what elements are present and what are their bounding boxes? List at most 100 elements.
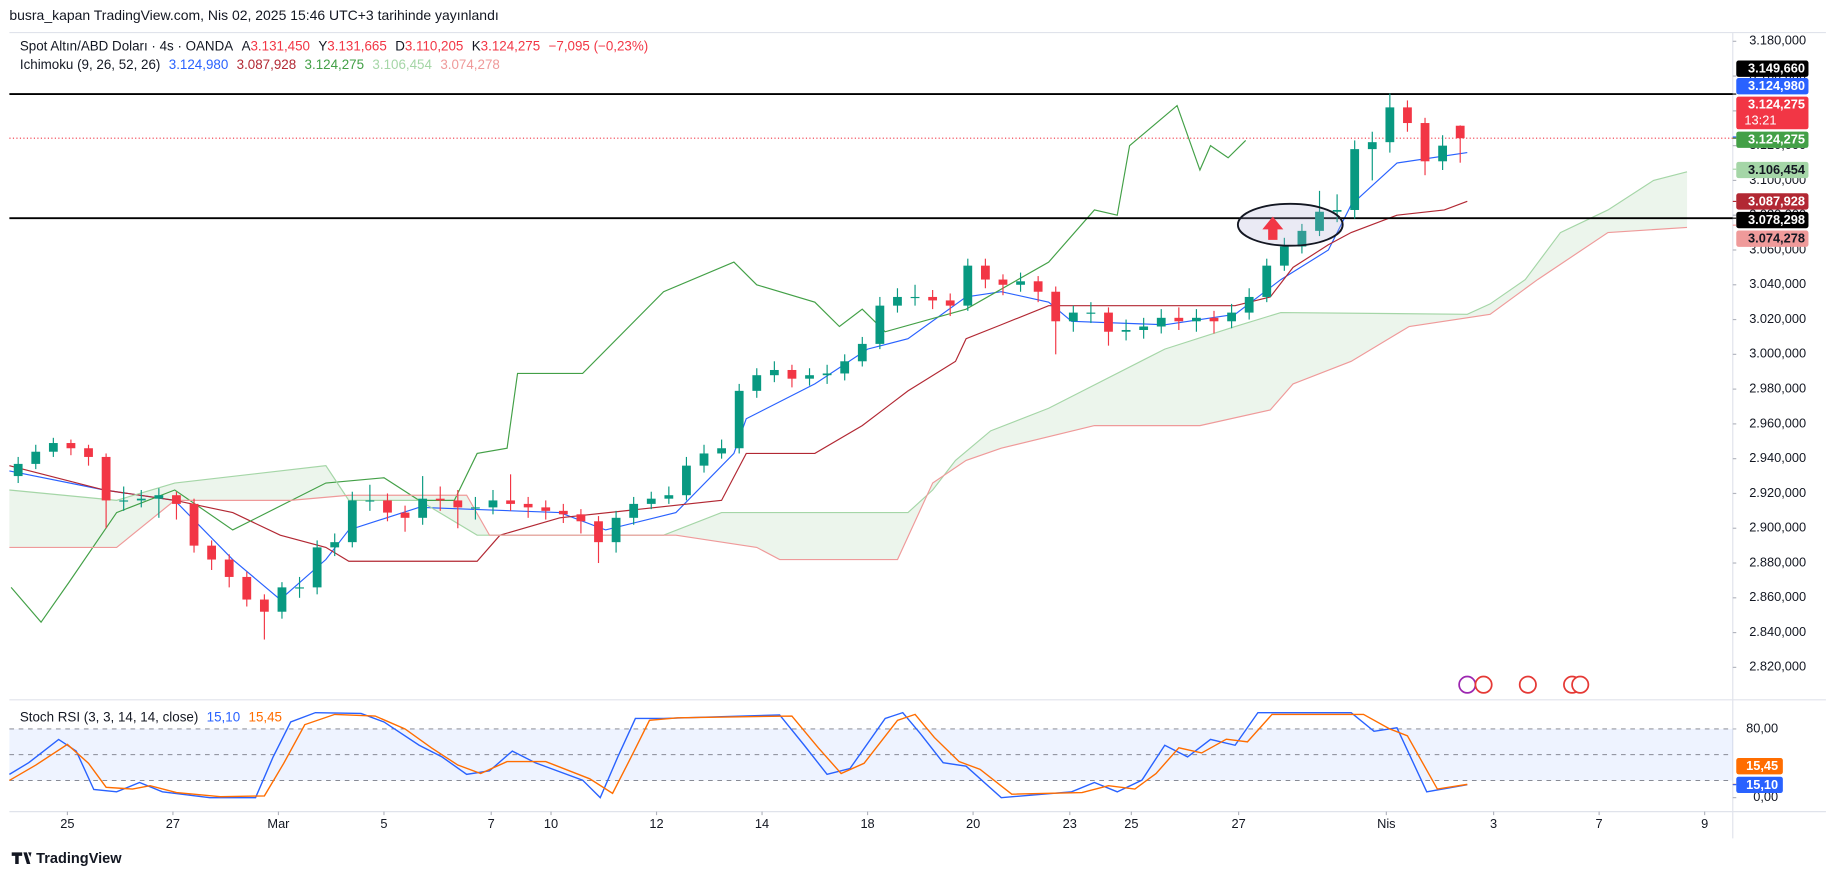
y-tick-label: 3.000,000 — [1749, 346, 1806, 361]
candle-body — [629, 503, 639, 518]
candle-body — [1297, 230, 1307, 247]
candle-body — [471, 507, 480, 509]
y-tick-label: 2.820,000 — [1749, 659, 1806, 674]
arrow-head — [1262, 216, 1284, 230]
y-tick-label: 2.920,000 — [1749, 485, 1806, 500]
candle-body — [1438, 145, 1448, 162]
candle-body — [963, 265, 973, 306]
y-tick-label: 2.860,000 — [1749, 589, 1806, 604]
ohlc-key: D — [395, 38, 405, 53]
x-tick-label: 3 — [1490, 816, 1497, 831]
candle-body — [1350, 149, 1360, 210]
candle-body — [998, 279, 1008, 285]
candle-body — [928, 296, 938, 301]
candle-body — [330, 542, 340, 548]
candle-body — [84, 448, 93, 457]
value-label: 15,10 — [1746, 777, 1778, 792]
indicator-legend: Ichimoku (9, 26, 52, 26) 3.124,980 3.087… — [20, 57, 500, 72]
candle-body — [664, 495, 674, 499]
event-icon — [1474, 675, 1493, 694]
candle-body — [857, 343, 867, 362]
event-icon — [1518, 675, 1537, 694]
value-box — [1736, 776, 1783, 793]
arrow-drawing — [1262, 216, 1284, 240]
candle-body — [1332, 209, 1342, 212]
candle-body — [1279, 246, 1289, 266]
x-tick-label: 7 — [1596, 816, 1603, 831]
candle-body — [1367, 142, 1377, 150]
brand-logo: TradingView — [11, 851, 122, 867]
x-tick-label: 10 — [544, 816, 558, 831]
indicator-value: 3.124,275 — [305, 57, 365, 72]
ohlc-value: 3.110,205 — [405, 38, 464, 53]
indicator-line — [9, 171, 1688, 536]
candle-body — [875, 305, 885, 344]
y-tick-label: 80,00 — [1746, 720, 1778, 735]
ohlc-key: K — [472, 38, 481, 53]
candle-body — [172, 495, 181, 504]
indicator-value: 3.074,278 — [440, 57, 500, 72]
event-icons — [1458, 675, 1590, 694]
ellipse-drawing — [1236, 202, 1344, 247]
indicator-value: 3.106,454 — [372, 57, 432, 72]
candle-body — [136, 498, 146, 501]
price-label-box — [1736, 96, 1809, 130]
price-label-box — [1736, 131, 1809, 148]
ohlc-value: 3.131,450 — [250, 38, 310, 53]
candle-body — [699, 453, 709, 466]
candle-body — [1086, 312, 1096, 314]
candle-body — [453, 500, 463, 508]
arrow-shaft — [1268, 228, 1278, 240]
candle-body — [822, 373, 832, 376]
x-tick-label: 27 — [1232, 816, 1246, 831]
candle-body — [769, 369, 779, 376]
x-tick-label: 23 — [1063, 816, 1077, 831]
candle-body — [910, 296, 920, 299]
candle-body — [277, 587, 287, 612]
candle-body — [1385, 107, 1395, 143]
candle-body — [400, 512, 410, 518]
candle-body — [576, 514, 586, 522]
candle-body — [1455, 125, 1465, 139]
candle-body — [488, 500, 498, 508]
stoch-value: 15,45 — [249, 709, 282, 724]
value-label: 15,45 — [1746, 758, 1778, 773]
x-tick-label: Mar — [267, 816, 290, 831]
indicator-title: Ichimoku (9, 26, 52, 26) — [20, 57, 161, 72]
countdown: 13:21 — [1744, 112, 1776, 127]
candle-body — [224, 559, 234, 577]
indicator-line — [9, 200, 1468, 562]
candle-body — [682, 465, 691, 496]
candle-body — [1016, 281, 1025, 285]
y-tick-label: 2.960,000 — [1749, 415, 1806, 430]
brand-name: TradingView — [36, 851, 122, 867]
candle-body — [435, 498, 445, 501]
ohlc-key: A — [242, 38, 251, 53]
candle-body — [611, 517, 621, 543]
candle-body — [523, 503, 533, 508]
price-label-box — [1736, 230, 1809, 247]
price-label-box — [1736, 211, 1809, 229]
stoch-value: 15,10 — [207, 709, 240, 724]
candle-body — [980, 265, 990, 280]
candle-body — [805, 375, 814, 379]
candle-body — [594, 521, 603, 543]
candle-body — [558, 510, 568, 515]
candle-body — [207, 545, 217, 560]
x-tick-label: 5 — [380, 816, 387, 831]
candle-body — [1139, 326, 1149, 330]
candle-body — [312, 547, 322, 588]
candle-body — [1315, 211, 1324, 231]
candle-body — [1174, 317, 1184, 322]
price-label: 3.149,660 — [1748, 61, 1805, 76]
ohlc-value: 3.131,665 — [327, 38, 387, 53]
event-icon — [1458, 675, 1477, 694]
indicator-line — [9, 226, 1688, 561]
ohlc-value: 3.124,275 — [481, 38, 541, 53]
candle-body — [893, 296, 902, 306]
candle-body — [506, 500, 515, 504]
candle-body — [1156, 317, 1166, 327]
candle-body — [945, 300, 955, 306]
indicator-value: 3.087,928 — [237, 57, 297, 72]
stoch-legend: Stoch RSI (3, 3, 14, 14, close) 15,10 15… — [20, 709, 282, 724]
